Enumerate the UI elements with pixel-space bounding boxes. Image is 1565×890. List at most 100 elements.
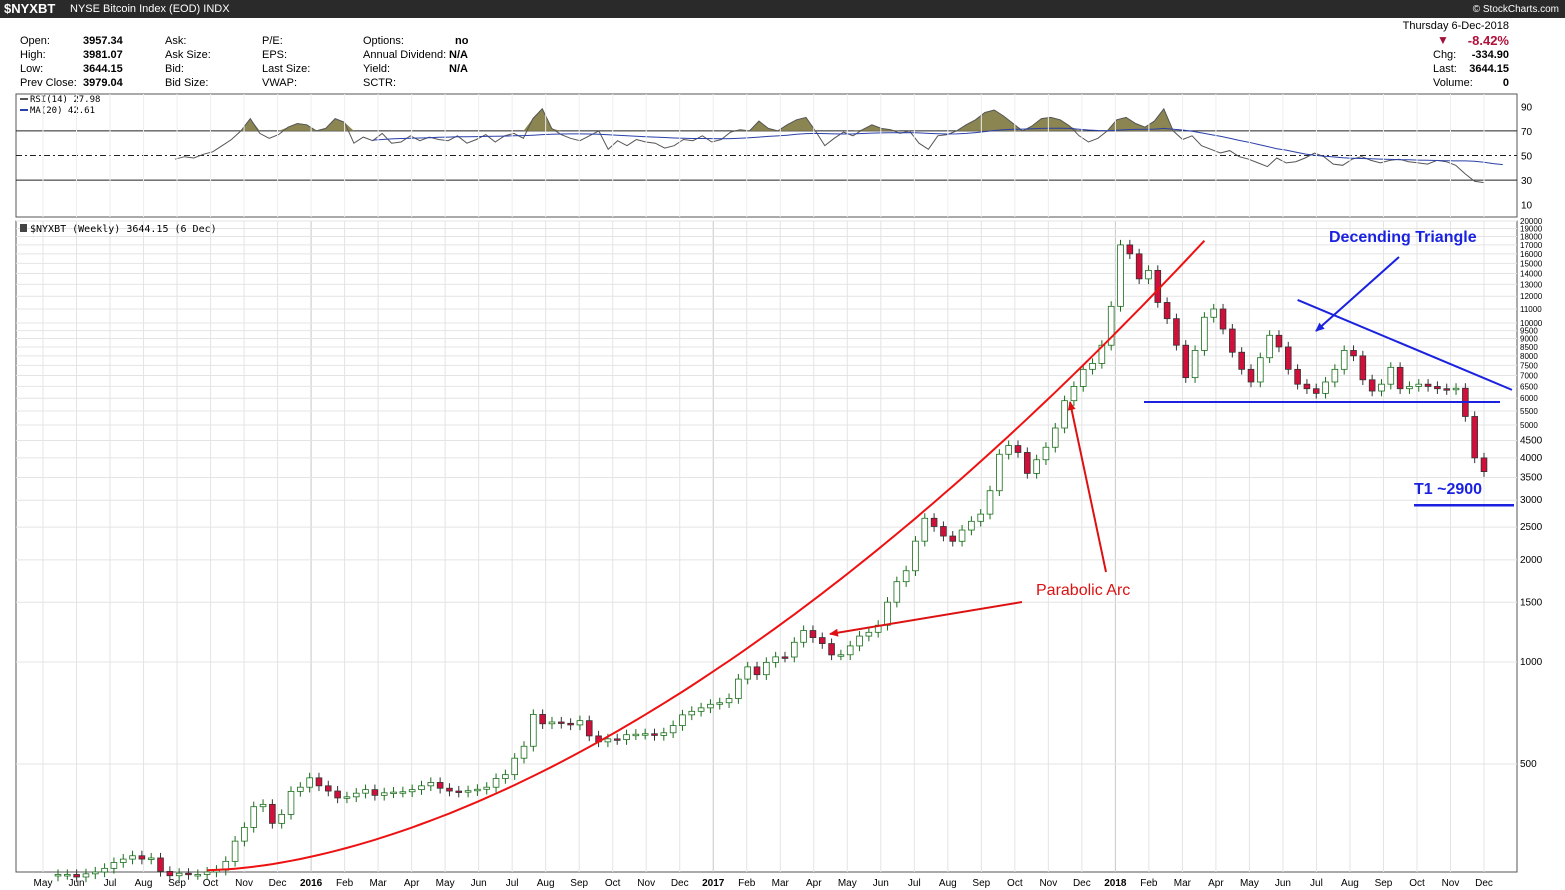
- volume-value: 0: [1502, 77, 1509, 89]
- y-tick-label-23: 14000: [1520, 269, 1543, 278]
- low-label: Low:: [20, 63, 44, 75]
- candle-body-102: [1005, 445, 1012, 455]
- candle-body-75: [753, 666, 761, 676]
- candle-body-11: [157, 857, 164, 872]
- x-tick-label-8: 2016: [300, 878, 323, 889]
- x-tick-label-41: Oct: [1409, 878, 1425, 889]
- open-value: 3957.34: [83, 35, 123, 47]
- x-tick-label-17: Oct: [605, 878, 621, 889]
- volume-label: Volume:: [1433, 77, 1473, 89]
- y-tick-label-29: 20000: [1520, 217, 1543, 226]
- candle-body-23: [269, 803, 276, 824]
- candle-body-74: [744, 666, 751, 680]
- x-tick-label-18: Nov: [637, 878, 655, 889]
- yield-value: N/A: [449, 63, 468, 75]
- dividend-value: N/A: [449, 49, 468, 61]
- down-triangle-icon: ▼: [1437, 33, 1449, 47]
- rsi-overbought-fill-10: [1107, 108, 1174, 131]
- candle-body-115: [1126, 244, 1134, 255]
- candle-body-53: [548, 721, 556, 725]
- open-label: Open:: [20, 35, 50, 47]
- rsi-tick-label-1: 30: [1521, 176, 1533, 187]
- candle-body-26: [297, 786, 304, 792]
- candle-body-64: [651, 733, 658, 736]
- candle-body-148: [1434, 386, 1441, 390]
- candle-body-51: [530, 714, 537, 747]
- candle-body-79: [791, 641, 798, 658]
- rsi-legend-ma: MA(20) 42.61: [30, 106, 95, 116]
- candle-body-37: [399, 791, 407, 794]
- x-tick-label-40: Sep: [1375, 878, 1393, 889]
- x-tick-label-3: Aug: [135, 878, 153, 889]
- candle-body-67: [679, 714, 686, 726]
- candle-body-107: [1051, 427, 1059, 448]
- candle-body-101: [996, 453, 1003, 492]
- candle-body-125: [1219, 308, 1227, 330]
- ask-label: Ask:: [165, 35, 187, 47]
- y-tick-label-17: 9000: [1520, 335, 1538, 344]
- candle-body-110: [1079, 368, 1087, 387]
- y-tick-label-13: 7000: [1520, 372, 1538, 381]
- y-tick-label-1: 1000: [1520, 657, 1543, 668]
- candle-body-29: [324, 785, 332, 792]
- candle-body-133: [1294, 368, 1301, 385]
- candle-body-135: [1312, 388, 1320, 394]
- x-tick-label-30: Nov: [1039, 878, 1057, 889]
- candle-body-119: [1163, 302, 1171, 320]
- candle-body-120: [1173, 318, 1180, 346]
- candle-body-73: [735, 678, 742, 699]
- candle-body-152: [1471, 416, 1478, 459]
- x-tick-label-43: Dec: [1475, 878, 1493, 889]
- candle-body-20: [241, 826, 248, 842]
- chg-value: -334.90: [1471, 49, 1509, 61]
- candle-body-28: [315, 777, 323, 787]
- candle-body-41: [436, 782, 444, 789]
- candle-body-39: [418, 785, 425, 791]
- candle-body-138: [1340, 350, 1348, 370]
- candle-body-27: [306, 777, 313, 788]
- parabolic-arc-label: Parabolic Arc: [1036, 582, 1130, 599]
- candle-body-126: [1229, 328, 1236, 353]
- candle-body-50: [520, 745, 528, 759]
- candle-body-142: [1378, 383, 1385, 392]
- candle-body-80: [800, 630, 807, 643]
- y-tick-label-21: 12000: [1520, 292, 1543, 301]
- last-label: Last:: [1433, 63, 1457, 75]
- candle-body-6: [110, 862, 118, 869]
- candle-body-144: [1396, 366, 1404, 390]
- candle-body-106: [1042, 446, 1050, 461]
- x-tick-label-20: 2017: [702, 878, 725, 889]
- candle-body-36: [390, 791, 397, 795]
- candle-body-127: [1238, 351, 1245, 370]
- candle-body-76: [763, 661, 770, 676]
- candle-body-87: [865, 631, 873, 637]
- x-tick-label-7: Dec: [269, 878, 287, 889]
- candle-body-72: [725, 698, 733, 704]
- parabolic-arc-arrow-up: [1067, 401, 1107, 573]
- candle-body-46: [483, 786, 491, 790]
- x-tick-label-0: May: [34, 878, 53, 889]
- candle-body-122: [1191, 350, 1199, 379]
- candle-body-43: [455, 790, 463, 793]
- candle-body-21: [250, 806, 258, 828]
- rsi-overbought-fill-6: [777, 117, 816, 131]
- candle-body-45: [474, 788, 481, 792]
- bid-size-label: Bid Size:: [165, 77, 209, 89]
- x-tick-label-1: Jun: [68, 878, 84, 889]
- y-tick-label-7: 4000: [1520, 453, 1543, 464]
- options-value: no: [455, 35, 469, 47]
- candle-body-140: [1359, 355, 1367, 381]
- rsi-overbought-fill-8: [956, 109, 1023, 131]
- y-tick-label-28: 19000: [1520, 225, 1543, 234]
- candle-body-92: [912, 540, 919, 572]
- x-tick-label-23: Apr: [806, 878, 822, 889]
- x-tick-label-22: Mar: [772, 878, 790, 889]
- y-tick-label-3: 2000: [1520, 555, 1543, 566]
- sctr-label: SCTR:: [363, 77, 396, 89]
- x-tick-label-38: Jul: [1310, 878, 1323, 889]
- x-tick-label-29: Oct: [1007, 878, 1023, 889]
- rsi-ma-line: [372, 127, 1503, 166]
- candle-body-42: [446, 787, 453, 792]
- y-tick-label-15: 8000: [1520, 352, 1538, 361]
- candle-body-85: [846, 645, 854, 656]
